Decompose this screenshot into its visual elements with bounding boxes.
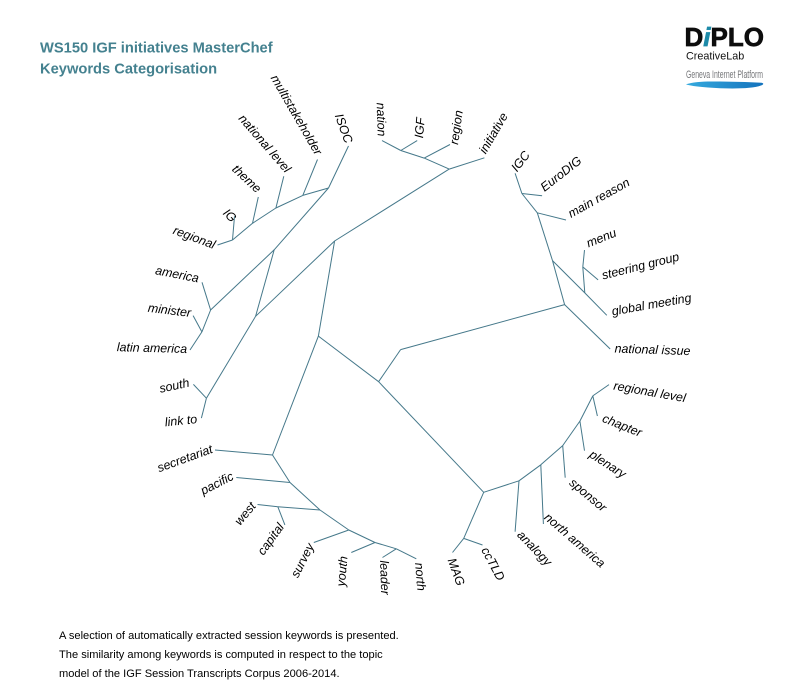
svg-text:national issue: national issue (614, 342, 690, 359)
svg-text:north: north (412, 562, 428, 591)
svg-text:latin america: latin america (117, 340, 188, 356)
svg-text:minister: minister (147, 301, 193, 320)
svg-text:nation: nation (374, 102, 389, 136)
svg-text:youth: youth (334, 555, 351, 588)
svg-text:DiPLO: DiPLO (685, 22, 764, 52)
svg-text:Keywords Categorisation: Keywords Categorisation (40, 62, 217, 78)
svg-text:region: region (447, 109, 466, 145)
svg-text:The similarity among keywords: The similarity among keywords is compute… (59, 649, 383, 661)
svg-text:CreativeLab: CreativeLab (686, 51, 744, 63)
svg-text:leader: leader (377, 560, 392, 596)
svg-text:model of the IGF Session Trans: model of the IGF Session Transcripts Cor… (59, 668, 340, 680)
svg-text:Geneva Internet Platform: Geneva Internet Platform (686, 69, 763, 81)
svg-text:IGF: IGF (412, 116, 428, 139)
svg-text:link to: link to (164, 412, 198, 429)
svg-text:WS150 IGF initiatives MasterCh: WS150 IGF initiatives MasterChef (40, 41, 273, 57)
svg-text:A selection of automatically e: A selection of automatically extracted s… (59, 630, 399, 642)
svg-text:south: south (158, 376, 191, 396)
